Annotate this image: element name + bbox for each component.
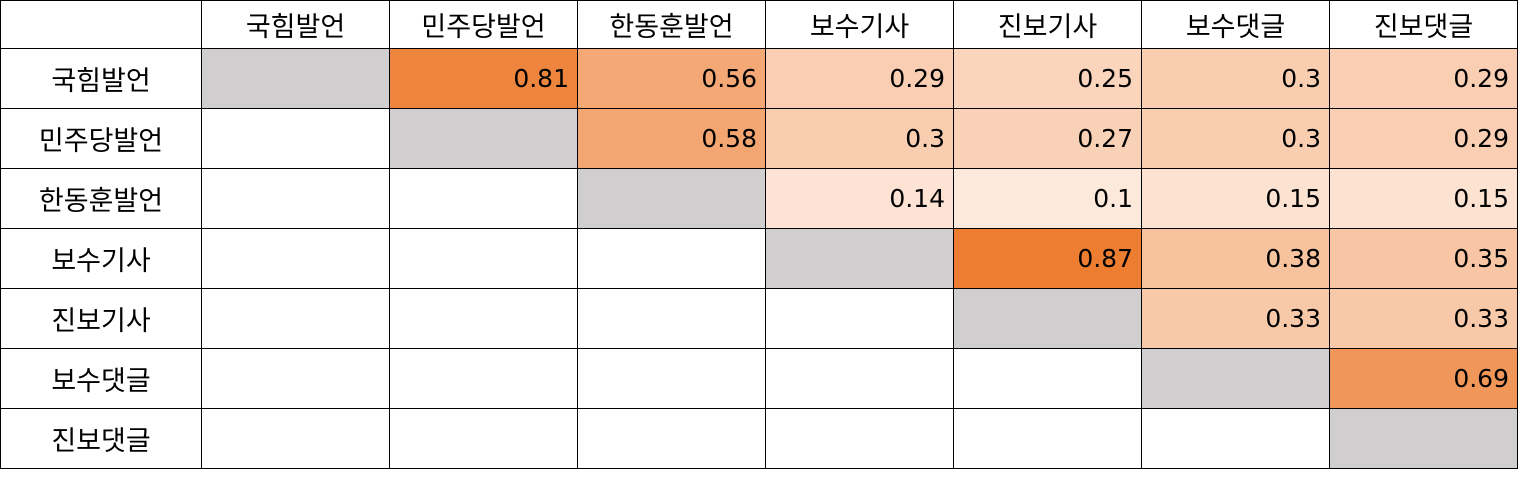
heatmap-cell: 0.1 [953,168,1142,229]
empty-cell [577,228,766,289]
empty-cell [201,108,390,169]
heatmap-row: 민주당발언 0.58 0.3 0.27 0.3 0.29 [0,108,1518,169]
heatmap-cell: 0.33 [1141,288,1330,349]
row-header: 한동훈발언 [0,168,202,229]
column-header-row: 국힘발언 민주당발언 한동훈발언 보수기사 진보기사 보수댓글 진보댓글 [0,0,1518,49]
empty-cell [577,348,766,409]
row-header: 진보댓글 [0,408,202,469]
heatmap-cell: 0.56 [577,48,766,109]
empty-cell [389,288,578,349]
empty-cell [765,288,954,349]
correlation-heatmap-table: 국힘발언 민주당발언 한동훈발언 보수기사 진보기사 보수댓글 진보댓글 국힘발… [0,0,1518,469]
heatmap-cell: 0.25 [953,48,1142,109]
column-header: 한동훈발언 [577,0,766,49]
heatmap-cell: 0.27 [953,108,1142,169]
column-header: 보수댓글 [1141,0,1330,49]
heatmap-cell: 0.29 [765,48,954,109]
empty-cell [953,348,1142,409]
empty-cell [389,348,578,409]
heatmap-row: 진보댓글 [0,408,1518,469]
heatmap-cell: 0.58 [577,108,766,169]
column-header: 국힘발언 [201,0,390,49]
empty-cell [577,288,766,349]
heatmap-row: 보수댓글 0.69 [0,348,1518,409]
empty-cell [201,288,390,349]
heatmap-cell: 0.3 [765,108,954,169]
heatmap-cell: 0.15 [1329,168,1518,229]
corner-cell [0,0,202,49]
heatmap-cell: 0.3 [1141,48,1330,109]
row-header: 민주당발언 [0,108,202,169]
diagonal-cell [765,228,954,289]
empty-cell [577,408,766,469]
empty-cell [765,408,954,469]
heatmap-cell: 0.33 [1329,288,1518,349]
diagonal-cell [1329,408,1518,469]
heatmap-cell: 0.14 [765,168,954,229]
empty-cell [953,408,1142,469]
column-header: 보수기사 [765,0,954,49]
empty-cell [389,228,578,289]
row-header: 보수댓글 [0,348,202,409]
heatmap-cell: 0.87 [953,228,1142,289]
row-header: 국힘발언 [0,48,202,109]
empty-cell [765,348,954,409]
diagonal-cell [953,288,1142,349]
heatmap-row: 보수기사 0.87 0.38 0.35 [0,228,1518,289]
column-header: 진보댓글 [1329,0,1518,49]
empty-cell [1141,408,1330,469]
empty-cell [201,168,390,229]
column-header-row-group: 국힘발언 민주당발언 한동훈발언 보수기사 진보기사 보수댓글 진보댓글 [0,0,1518,49]
column-header: 민주당발언 [389,0,578,49]
heatmap-cell: 0.35 [1329,228,1518,289]
heatmap-row: 국힘발언 0.81 0.56 0.29 0.25 0.3 0.29 [0,48,1518,109]
heatmap-row: 한동훈발언 0.14 0.1 0.15 0.15 [0,168,1518,229]
heatmap-row: 진보기사 0.33 0.33 [0,288,1518,349]
empty-cell [389,408,578,469]
diagonal-cell [577,168,766,229]
row-header: 보수기사 [0,228,202,289]
heatmap-cell: 0.81 [389,48,578,109]
empty-cell [201,408,390,469]
heatmap-cell: 0.29 [1329,48,1518,109]
heatmap-cell: 0.38 [1141,228,1330,289]
heatmap-cell: 0.29 [1329,108,1518,169]
heatmap-cell: 0.3 [1141,108,1330,169]
heatmap-cell: 0.15 [1141,168,1330,229]
empty-cell [201,228,390,289]
empty-cell [201,348,390,409]
row-header: 진보기사 [0,288,202,349]
column-header: 진보기사 [953,0,1142,49]
diagonal-cell [389,108,578,169]
diagonal-cell [201,48,390,109]
heatmap-body: 국힘발언 0.81 0.56 0.29 0.25 0.3 0.29 민주당발언 0.58 0.3 0… [0,48,1518,469]
heatmap-cell: 0.69 [1329,348,1518,409]
empty-cell [389,168,578,229]
diagonal-cell [1141,348,1330,409]
